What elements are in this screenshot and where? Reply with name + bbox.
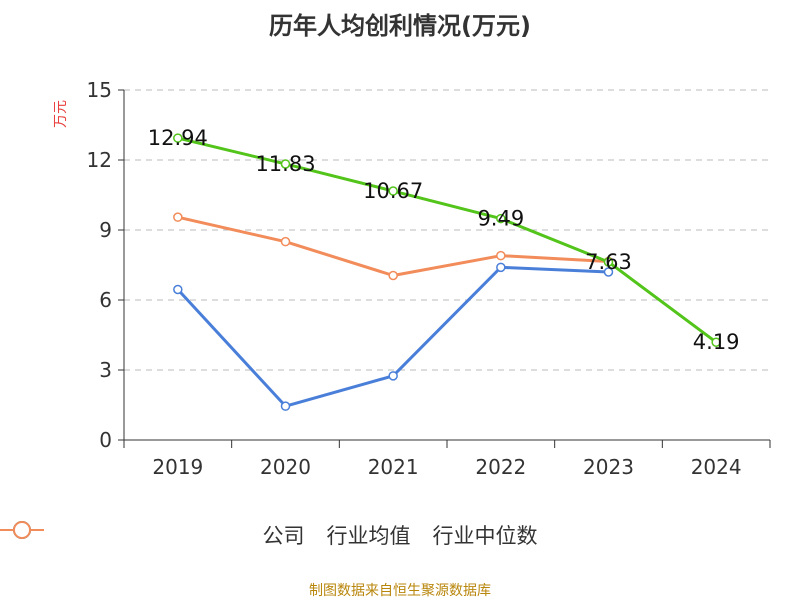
data-point xyxy=(388,371,398,381)
data-point xyxy=(388,270,398,281)
y-tick-label: 3 xyxy=(99,358,112,382)
legend-label-industry-average: 行业均值 xyxy=(326,524,411,548)
legend-label-industry-median: 行业中位数 xyxy=(432,524,538,548)
chart-title: 历年人均创利情况(万元) xyxy=(269,12,531,40)
legend-item-company[interactable]: 公司 xyxy=(0,520,305,550)
legend-item-industry-median[interactable]: 行业中位数 xyxy=(0,520,538,550)
series-line xyxy=(176,265,609,408)
y-tick-label: 12 xyxy=(87,148,112,172)
series-line xyxy=(177,136,718,344)
x-tick-label: 2022 xyxy=(475,455,526,479)
legend-item-industry-average[interactable]: 行业均值 xyxy=(0,520,411,550)
data-label: 4.19 xyxy=(693,330,740,354)
data-point xyxy=(496,213,506,224)
data-point xyxy=(280,236,291,247)
data-point xyxy=(496,262,506,273)
x-tick-label: 2023 xyxy=(583,455,634,479)
data-point xyxy=(603,267,614,277)
data-label: 7.63 xyxy=(585,250,632,274)
data-point xyxy=(603,257,614,267)
legend-swatch-industry-median xyxy=(0,521,44,539)
x-tick-label: 2021 xyxy=(368,455,419,479)
data-label: 10.67 xyxy=(363,179,423,203)
data-label: 9.49 xyxy=(477,207,524,231)
y-tick-label: 15 xyxy=(87,78,112,102)
x-tick-label: 2024 xyxy=(691,455,742,479)
data-point xyxy=(173,212,183,222)
legend: 公司 行业均值 行业中位数 xyxy=(0,520,800,550)
data-point xyxy=(173,133,183,143)
x-tick-label: 2019 xyxy=(152,455,203,479)
data-point xyxy=(711,337,721,347)
data-point xyxy=(280,401,291,411)
y-tick-label: 6 xyxy=(99,288,112,312)
data-label: 12.94 xyxy=(148,126,208,150)
legend-label-company: 公司 xyxy=(262,524,305,548)
x-tick-label: 2020 xyxy=(260,455,311,479)
data-label: 11.83 xyxy=(255,152,315,176)
data-point xyxy=(173,284,183,295)
series-line xyxy=(177,215,609,277)
data-source-note: 制图数据来自恒生聚源数据库 xyxy=(309,583,491,599)
y-tick-label: 0 xyxy=(99,428,112,452)
data-point xyxy=(280,159,291,169)
y-tick-label: 9 xyxy=(99,218,112,242)
data-point xyxy=(496,250,506,261)
data-point xyxy=(388,186,398,196)
